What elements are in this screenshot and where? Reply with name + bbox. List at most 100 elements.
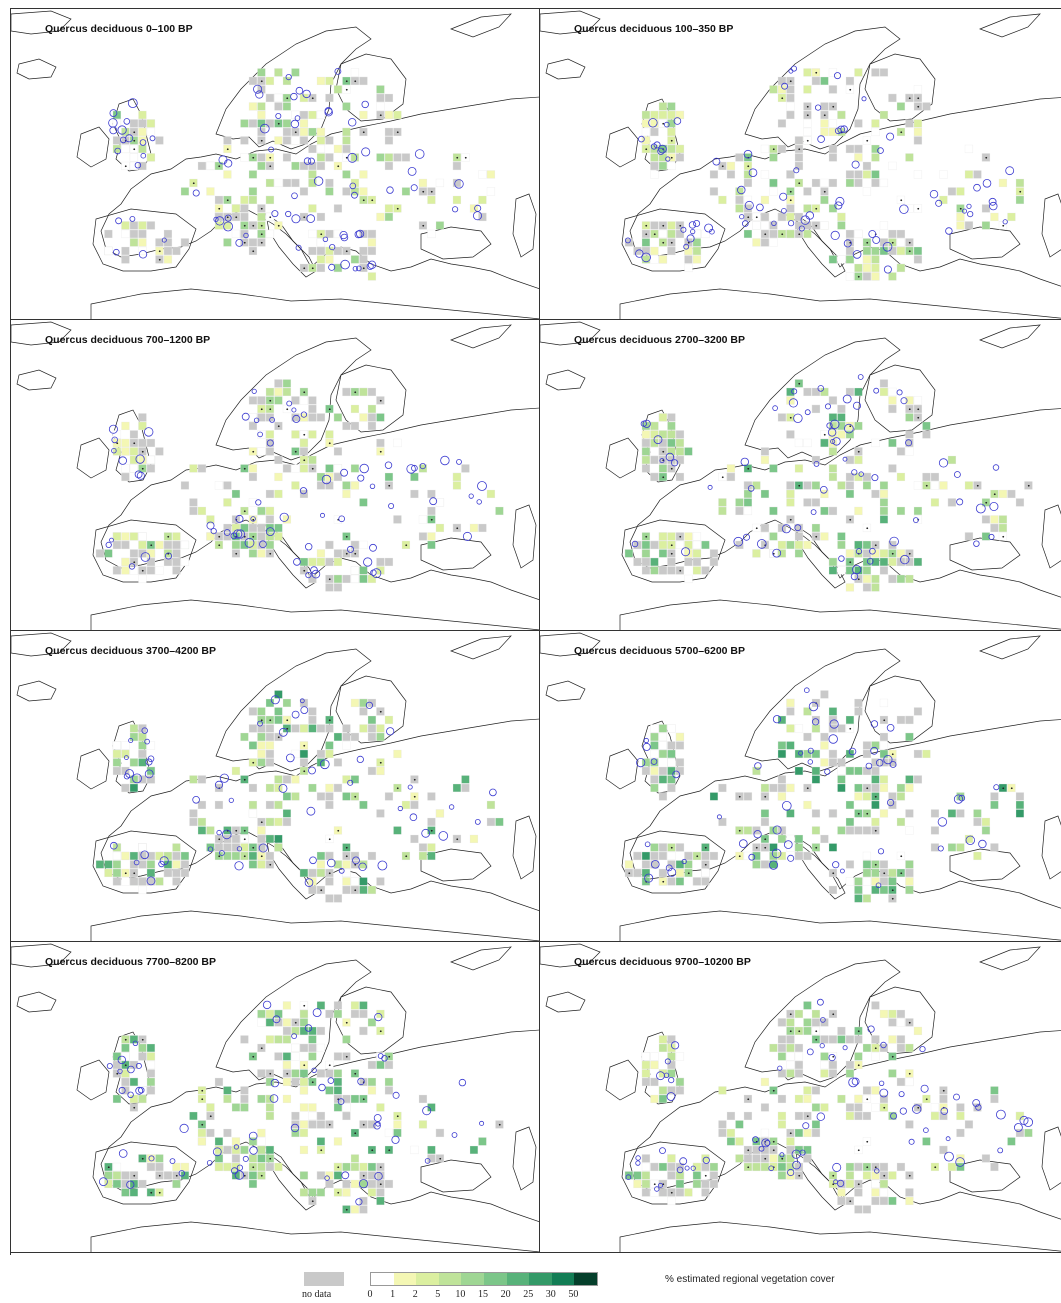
pollen-site-marker <box>648 118 658 128</box>
coastline <box>512 504 537 569</box>
grid-cell <box>990 843 999 852</box>
grid-cell <box>820 387 829 397</box>
pollen-site-marker <box>808 701 819 712</box>
grid-cell <box>905 396 914 405</box>
grid-cell <box>888 574 897 584</box>
site-dot <box>116 442 119 445</box>
site-dot <box>772 148 775 151</box>
grid-cell <box>879 1196 889 1206</box>
pollen-site-marker <box>819 486 828 494</box>
pollen-site-marker <box>843 239 852 248</box>
site-dot <box>133 872 136 875</box>
grid-cell <box>862 540 872 550</box>
pollen-site-marker <box>851 160 860 169</box>
pollen-site-marker <box>388 502 395 509</box>
site-dot <box>430 190 433 193</box>
pollen-site-marker <box>937 845 944 852</box>
grid-cell <box>820 690 829 699</box>
grid-cell <box>325 178 334 188</box>
grid-cell <box>811 387 821 397</box>
grid-cell <box>265 1009 275 1019</box>
coastline <box>512 1126 537 1191</box>
site-dot <box>396 131 399 134</box>
grid-cell <box>274 834 283 844</box>
pollen-site-marker <box>253 417 260 423</box>
grid-cell <box>828 758 838 767</box>
grid-cell <box>896 229 906 239</box>
grid-cell <box>197 826 207 835</box>
grid-cell <box>794 549 804 558</box>
site-dot <box>124 1064 127 1067</box>
europe-map <box>11 632 539 941</box>
pollen-site-marker <box>307 157 315 165</box>
pollen-site-marker <box>743 149 753 159</box>
grid-cell <box>837 404 846 414</box>
pollen-site-marker <box>366 262 374 270</box>
grid-cell <box>820 506 829 516</box>
grid-cell <box>930 809 940 818</box>
grid-cell <box>342 187 351 196</box>
grid-cell <box>811 1103 821 1112</box>
grid-cell <box>675 868 685 878</box>
grid-cell <box>180 540 190 550</box>
pollen-site-marker <box>438 831 449 841</box>
pollen-site-marker <box>421 828 431 838</box>
grid-cell <box>325 792 334 801</box>
grid-cell <box>854 1162 863 1172</box>
grid-cell <box>896 246 906 256</box>
grid-cell <box>650 170 659 179</box>
grid-cell <box>837 413 846 422</box>
site-dot <box>883 719 886 722</box>
grid-cell <box>189 506 198 516</box>
grid-cell <box>820 76 829 86</box>
coastline <box>744 959 901 1083</box>
grid-cell <box>333 204 343 213</box>
grid-cell <box>376 212 385 222</box>
grid-cell <box>248 809 258 818</box>
grid-cell <box>121 144 130 154</box>
grid-cell <box>231 1154 241 1163</box>
grid-cell <box>692 557 702 567</box>
grid-cell <box>862 792 872 801</box>
pollen-site-marker <box>876 759 884 767</box>
grid-cell <box>291 1026 300 1036</box>
site-dot <box>269 399 272 402</box>
grid-cell <box>350 540 360 550</box>
grid-cell <box>871 549 880 558</box>
grid-cell <box>299 1086 309 1095</box>
site-dot <box>311 267 314 270</box>
grid-cell <box>845 1179 855 1189</box>
legend-swatch <box>416 1273 439 1285</box>
coastline <box>621 519 726 583</box>
grid-cell <box>427 506 436 516</box>
site-dot <box>158 1191 161 1194</box>
grid-cell <box>240 1094 249 1104</box>
site-dot <box>328 442 331 445</box>
site-dot <box>269 408 272 411</box>
pollen-site-marker <box>798 225 805 232</box>
legend-tick-label: 25 <box>523 1289 534 1300</box>
grid-cell <box>871 1086 880 1095</box>
grid-cell <box>658 1188 668 1197</box>
site-dot <box>900 131 903 134</box>
legend-swatch <box>371 1273 394 1285</box>
grid-cell <box>786 85 795 94</box>
grid-cell <box>367 1120 377 1129</box>
grid-cell <box>146 566 156 575</box>
pollen-site-marker <box>830 439 836 445</box>
grid-cell <box>811 498 821 507</box>
grid-cell <box>121 246 130 256</box>
grid-cell <box>308 557 317 567</box>
grid-cell <box>189 817 198 827</box>
europe-map <box>11 10 539 319</box>
grid-cell <box>675 540 685 550</box>
site-dot <box>985 156 988 159</box>
grid-cell <box>837 110 846 120</box>
grid-cell <box>240 195 249 205</box>
grid-cell <box>845 455 855 465</box>
grid-cell <box>837 1188 846 1197</box>
grid-cell <box>308 724 317 733</box>
site-dot <box>277 736 280 739</box>
grid-cell <box>316 481 326 490</box>
legend-caption: % estimated regional vegetation cover <box>665 1274 835 1285</box>
